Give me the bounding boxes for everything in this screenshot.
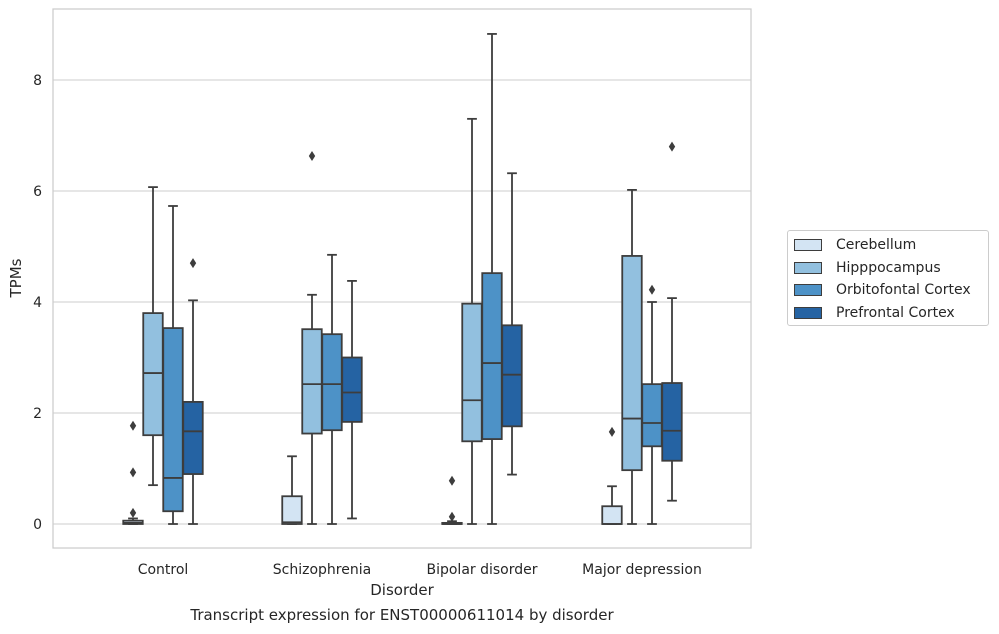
box-iqr <box>601 505 623 525</box>
legend-label: Orbitofontal Cortex <box>836 282 971 298</box>
outlier-point <box>448 511 456 522</box>
box-iqr <box>301 328 323 435</box>
outlier-point <box>129 507 137 518</box>
box-prefrontal-cortex <box>661 141 683 502</box>
legend-label: Cerebellum <box>836 237 917 253</box>
box-cerebellum <box>122 420 144 525</box>
x-tick-label: Control <box>138 562 189 578</box>
outlier-point <box>608 426 616 437</box>
tick-labels: 0 2 4 6 8 Control Schizophrenia Bipolar disorde… <box>33 73 702 578</box>
box-hipppocampus <box>142 186 164 487</box>
legend-label: Prefrontal Cortex <box>836 304 955 321</box>
box-cerebellum <box>601 426 623 525</box>
box-hipppocampus <box>621 188 643 525</box>
box-iqr <box>321 333 343 432</box>
box-iqr <box>481 272 503 440</box>
outlier-point <box>448 475 456 486</box>
box-iqr <box>341 356 363 423</box>
box-cerebellum <box>281 455 303 525</box>
box-prefrontal-cortex <box>341 280 363 520</box>
box-orbitofontal-cortex <box>321 253 343 525</box>
box-cerebellum <box>441 475 463 525</box>
x-tick-label: Bipolar disorder <box>426 562 537 578</box>
box-iqr <box>661 382 683 462</box>
box-iqr <box>142 312 164 437</box>
y-tick-label: 6 <box>33 184 42 200</box>
legend-swatch <box>794 306 822 319</box>
y-tick-label: 2 <box>33 406 42 422</box>
box-iqr <box>162 327 184 513</box>
box-iqr <box>501 324 523 428</box>
legend-label: Hipppocampus <box>836 259 941 276</box>
y-tick-label: 4 <box>33 295 42 311</box>
box-iqr <box>182 400 204 475</box>
box-prefrontal-cortex <box>501 172 523 476</box>
legend-item: Hipppocampus <box>794 258 941 278</box>
legend-item: Prefrontal Cortex <box>794 303 955 323</box>
plot-area <box>52 8 752 549</box>
y-tick-label: 8 <box>33 73 42 89</box>
box-orbitofontal-cortex <box>641 284 663 525</box>
legend-swatch <box>794 261 822 274</box>
y-tick-label: 0 <box>33 517 42 533</box>
outlier-point <box>129 420 137 431</box>
box-iqr <box>461 302 483 443</box>
chart-caption: Transcript expression for ENST0000061101… <box>190 606 614 624</box>
outlier-point <box>648 284 656 295</box>
x-tick-label: Major depression <box>582 562 702 578</box>
outlier-point <box>189 258 197 269</box>
outlier-point <box>129 467 137 478</box>
y-axis-label: TPMs <box>7 258 25 298</box>
legend: Cerebellum Hipppocampus Orbitofontal Corte… <box>787 230 989 326</box>
x-tick-label: Schizophrenia <box>273 562 371 578</box>
box-hipppocampus <box>301 151 323 525</box>
box-orbitofontal-cortex <box>481 33 503 525</box>
outlier-point <box>668 141 676 152</box>
boxes <box>122 33 683 525</box>
box-iqr <box>621 255 643 472</box>
legend-swatch <box>794 284 822 296</box>
box-iqr <box>281 495 303 525</box>
legend-item: Orbitofontal Cortex <box>794 280 971 300</box>
box-iqr <box>641 383 663 448</box>
legend-item: Cerebellum <box>794 235 916 255</box>
legend-swatch <box>794 239 822 251</box>
box-prefrontal-cortex <box>182 258 204 525</box>
outlier-point <box>308 151 316 162</box>
x-axis-label: Disorder <box>370 581 434 599</box>
